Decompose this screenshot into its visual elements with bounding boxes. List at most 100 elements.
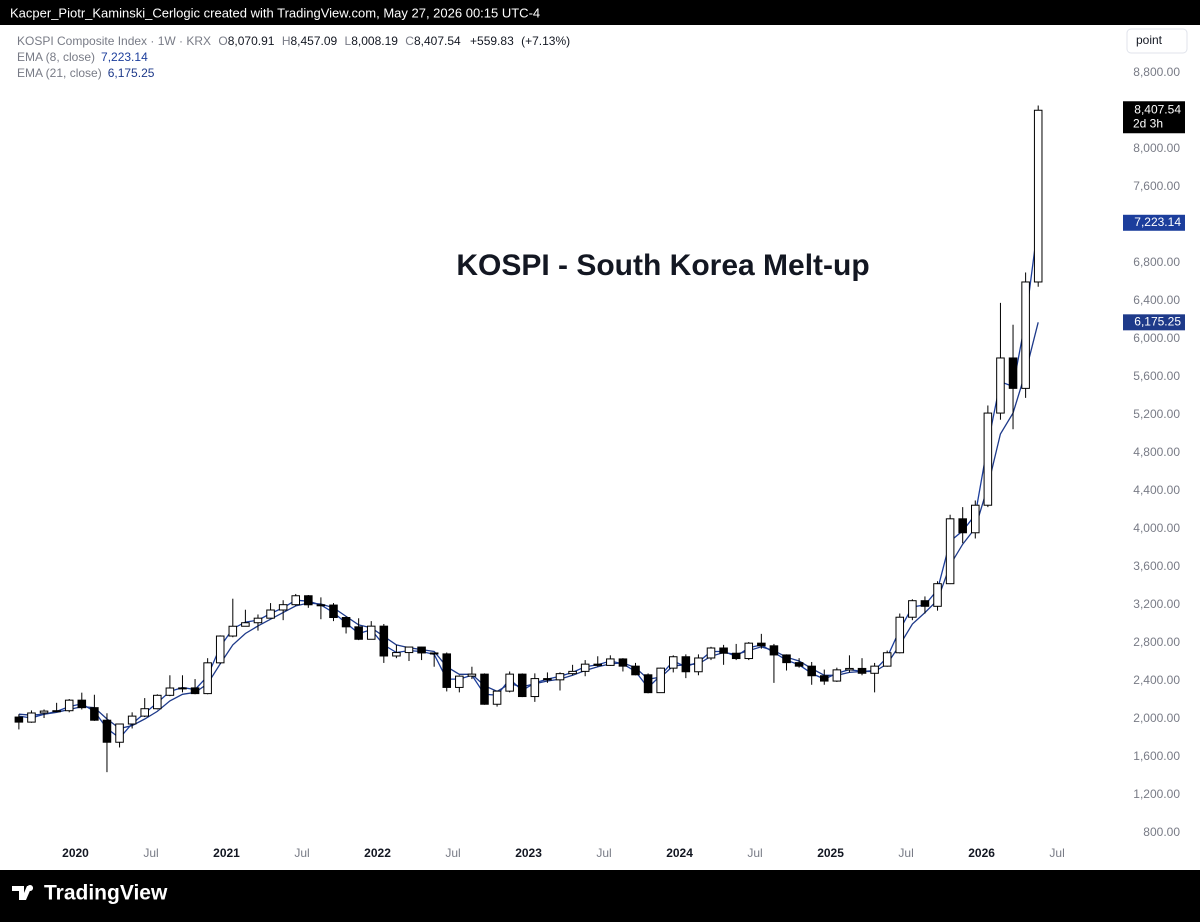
x-tick-label: Jul bbox=[898, 846, 913, 860]
candle-body bbox=[442, 653, 452, 688]
y-tick-label: 6,000.00 bbox=[1133, 331, 1180, 345]
candle-body bbox=[782, 654, 791, 664]
legend-value: 6,175.25 bbox=[108, 66, 155, 80]
point-button[interactable] bbox=[1126, 28, 1188, 54]
ohlc-prefix: C bbox=[405, 34, 414, 48]
candle-body bbox=[341, 617, 351, 628]
candle-body bbox=[77, 699, 87, 709]
candle-body bbox=[455, 675, 464, 688]
candle-body bbox=[64, 699, 74, 712]
plot-area: 2020 Jul 2021 Jul 2022 Jul 2023 Jul 2024 Jul 2025 J… bbox=[14, 105, 1065, 860]
x-tick-label: 2024 bbox=[666, 846, 693, 860]
candle-body bbox=[769, 645, 779, 656]
logo: TradingView bbox=[12, 882, 168, 905]
logo-text: TradingView bbox=[44, 882, 168, 905]
candle-body bbox=[568, 670, 577, 675]
y-tick-label: 8,000.00 bbox=[1133, 141, 1180, 155]
ohlc-value: 8,457.09 bbox=[290, 34, 337, 48]
y-tick-label: 7,600.00 bbox=[1133, 179, 1180, 193]
candle-body bbox=[492, 690, 502, 705]
candle-body bbox=[278, 604, 288, 611]
candle-body bbox=[643, 674, 653, 694]
candle-body bbox=[882, 652, 892, 667]
candle-body bbox=[631, 665, 640, 676]
candle-body bbox=[404, 646, 414, 654]
legend: EMA (8, close) 7,223.14 EMA (21, close) 6,1… bbox=[17, 50, 155, 80]
ema-line bbox=[18, 322, 1039, 730]
candle-body bbox=[140, 708, 149, 717]
candle-body bbox=[102, 719, 112, 743]
candle-body bbox=[845, 667, 854, 671]
candle-body bbox=[543, 678, 552, 681]
y-tick-label: 3,200.00 bbox=[1133, 597, 1180, 611]
candle-body bbox=[27, 712, 36, 723]
candle-body bbox=[920, 600, 930, 607]
y-tick-label: 800.00 bbox=[1143, 825, 1180, 839]
candle-body bbox=[807, 665, 816, 677]
y-tick-label: 4,800.00 bbox=[1133, 445, 1180, 459]
x-tick-label: 2021 bbox=[213, 846, 240, 860]
x-tick-label: Jul bbox=[445, 846, 460, 860]
candle-body bbox=[228, 625, 238, 637]
ema-price-box bbox=[1123, 314, 1185, 331]
candle-body bbox=[329, 604, 338, 619]
symbol: KOSPI Composite Index · 1W · KRX bbox=[17, 34, 211, 48]
y-tick-label: 4,000.00 bbox=[1133, 521, 1180, 535]
ema-price-box bbox=[1123, 214, 1185, 231]
last-price-label: 8,407.54 bbox=[1134, 102, 1181, 116]
candle-body bbox=[379, 625, 389, 657]
point-button-label[interactable]: point bbox=[1136, 33, 1163, 47]
candle-body bbox=[517, 673, 527, 698]
candle-body bbox=[681, 656, 691, 673]
candle-body bbox=[530, 678, 540, 698]
candle-body bbox=[555, 673, 565, 681]
candle-body bbox=[618, 658, 628, 667]
y-tick-label: 8,800.00 bbox=[1133, 65, 1180, 79]
ohlc-prefix: L bbox=[345, 34, 352, 48]
candle-body bbox=[996, 357, 1005, 414]
candle-body bbox=[178, 687, 187, 690]
x-tick-label: Jul bbox=[1049, 846, 1064, 860]
change-pct: (+7.13%) bbox=[521, 34, 570, 48]
candle-body bbox=[731, 652, 741, 660]
candle-body bbox=[392, 652, 401, 657]
y-tick-label: 5,200.00 bbox=[1133, 407, 1180, 421]
candle-body bbox=[241, 622, 250, 627]
candle-body bbox=[908, 600, 917, 618]
candle-body bbox=[895, 616, 905, 654]
candle-body bbox=[706, 647, 716, 659]
y-tick-label: 2,800.00 bbox=[1133, 635, 1180, 649]
candle-body bbox=[480, 673, 489, 705]
chart-panel bbox=[0, 25, 1200, 870]
y-tick-label: 3,600.00 bbox=[1133, 559, 1180, 573]
y-tick-label: 4,400.00 bbox=[1133, 483, 1180, 497]
candle-body bbox=[1008, 357, 1018, 389]
last-price-box bbox=[1123, 101, 1185, 134]
y-tick-label: 5,600.00 bbox=[1133, 369, 1180, 383]
ohlc-prefix: O bbox=[218, 34, 227, 48]
candle-body bbox=[832, 669, 842, 682]
candle-body bbox=[757, 642, 766, 647]
ema-price-label: 6,175.25 bbox=[1134, 314, 1181, 328]
x-tick-label: 2022 bbox=[364, 846, 391, 860]
candle-body bbox=[505, 673, 514, 692]
candle-body bbox=[127, 715, 137, 725]
countdown: 2d 3h bbox=[1133, 116, 1163, 130]
candle-body bbox=[366, 625, 376, 640]
candle-body bbox=[668, 656, 678, 669]
candle-body bbox=[266, 609, 275, 619]
candle-body bbox=[203, 662, 212, 695]
candle-body bbox=[52, 710, 61, 713]
y-tick-label: 2,000.00 bbox=[1133, 711, 1180, 725]
candle-body bbox=[253, 617, 263, 624]
candle-body bbox=[744, 642, 754, 660]
candle-body bbox=[417, 646, 426, 654]
ohlc-value: 8,407.54 bbox=[414, 34, 461, 48]
y-tick-label: 6,400.00 bbox=[1133, 293, 1180, 307]
candle-body bbox=[153, 694, 162, 710]
candle-body bbox=[14, 716, 24, 723]
candle-body bbox=[958, 518, 967, 534]
y-tick-label: 1,200.00 bbox=[1133, 787, 1180, 801]
